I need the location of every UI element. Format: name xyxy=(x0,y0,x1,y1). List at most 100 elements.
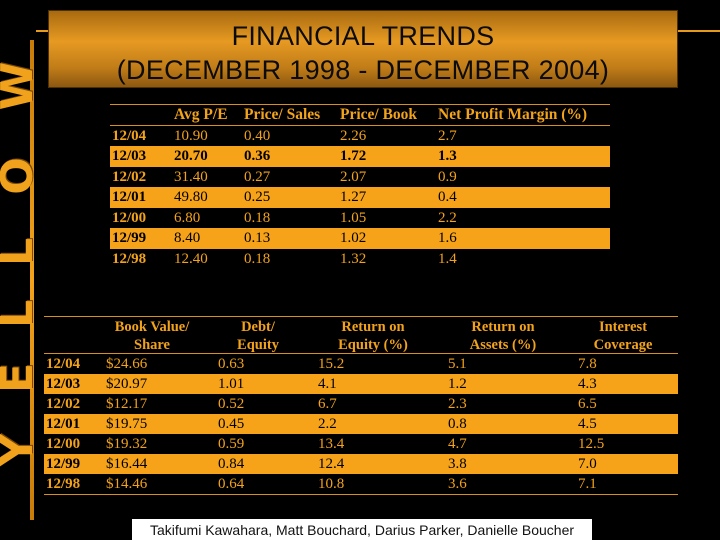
row-date-label: 12/00 xyxy=(112,209,147,226)
column-header: Coverage xyxy=(568,335,678,354)
table-row: 12/04 10.90 0.40 2.26 2.7 xyxy=(110,126,610,147)
table-cell: 0.52 xyxy=(218,396,245,412)
table-cell: 1.01 xyxy=(208,374,308,394)
table-cell: 1.02 xyxy=(338,228,436,249)
table-cell: 2.7 xyxy=(438,128,457,144)
row-date-label: 12/03 xyxy=(44,374,96,394)
table-cell: 2.3 xyxy=(448,396,467,412)
page-title: FINANCIAL TRENDS xyxy=(231,21,495,51)
table-cell: $20.97 xyxy=(96,374,208,394)
column-header: Assets (%) xyxy=(438,335,568,354)
row-date-label: 12/02 xyxy=(46,396,81,412)
title-banner: FINANCIAL TRENDS (DECEMBER 1998 - DECEMB… xyxy=(48,10,678,88)
table-cell: 2.2 xyxy=(438,209,457,226)
row-date-label: 12/99 xyxy=(44,454,96,474)
table-cell: 4.5 xyxy=(568,414,678,434)
column-header: Net Profit Margin (%) xyxy=(436,104,610,126)
column-header: Book Value/ xyxy=(114,319,190,335)
table-row: 12/98 $14.46 0.64 10.8 3.6 7.1 xyxy=(44,474,678,495)
column-header: Avg P/E xyxy=(172,104,242,126)
table-cell: 0.64 xyxy=(208,474,308,495)
table-row: 12/99 $16.44 0.84 12.4 3.8 7.0 xyxy=(44,454,678,474)
table-cell: $14.46 xyxy=(96,474,208,495)
brand-letter: E xyxy=(0,363,47,393)
table-cell: 12.4 xyxy=(308,454,438,474)
row-date-label: 12/98 xyxy=(44,474,96,495)
row-date-label: 12/03 xyxy=(110,146,172,167)
table-cell: 1.72 xyxy=(338,146,436,167)
table-row: 12/03 20.70 0.36 1.72 1.3 xyxy=(110,146,610,167)
column-header: Price/ Sales xyxy=(242,104,338,126)
table-cell: 4.1 xyxy=(308,374,438,394)
row-date-label: 12/00 xyxy=(46,436,81,452)
table-cell: 0.13 xyxy=(242,228,338,249)
brand-divider xyxy=(30,40,34,520)
table-cell: 1.27 xyxy=(338,187,436,208)
table-row: 12/02 31.40 0.27 2.07 0.9 xyxy=(110,167,610,188)
table-cell: 2.07 xyxy=(340,168,367,185)
column-header: Interest xyxy=(598,319,648,335)
row-date-label: 12/02 xyxy=(112,168,147,185)
row-date-label: 12/01 xyxy=(110,187,172,208)
column-header: Return on xyxy=(471,319,535,335)
table-cell: 0.27 xyxy=(244,168,271,185)
table-row: 12/98 12.40 0.18 1.32 1.4 xyxy=(110,249,610,270)
table-cell: $24.66 xyxy=(106,356,148,372)
table-cell: 0.9 xyxy=(438,168,457,185)
title-rule-right xyxy=(678,30,720,32)
table-cell: 15.2 xyxy=(318,356,345,372)
table-cell: 10.90 xyxy=(174,128,208,144)
column-header: Price/ Book xyxy=(338,104,436,126)
table-cell: 7.8 xyxy=(578,356,597,372)
table-cell: 12.5 xyxy=(578,436,605,452)
row-date-label: 12/04 xyxy=(46,356,81,372)
table-cell: $12.17 xyxy=(106,396,148,412)
table-cell: 0.36 xyxy=(242,146,338,167)
table-cell: 1.3 xyxy=(436,146,610,167)
table-row: 12/03 $20.97 1.01 4.1 1.2 4.3 xyxy=(44,374,678,394)
table-cell: 0.25 xyxy=(242,187,338,208)
table-cell: 1.32 xyxy=(340,250,367,267)
table-cell: 0.4 xyxy=(436,187,610,208)
column-header: Debt/ xyxy=(241,319,275,335)
table-cell: 2.2 xyxy=(308,414,438,434)
table-cell: 1.4 xyxy=(438,250,457,267)
table-cell: 13.4 xyxy=(318,436,345,452)
brand-letter: L xyxy=(0,299,47,329)
brand-letter: Y xyxy=(0,434,47,466)
table-row: 12/01 $19.75 0.45 2.2 0.8 4.5 xyxy=(44,414,678,434)
table-cell: 3.8 xyxy=(438,454,568,474)
brand-letter: L xyxy=(0,237,47,267)
column-header xyxy=(110,104,172,126)
table-cell: 10.8 xyxy=(308,474,438,495)
table-cell: 31.40 xyxy=(174,168,208,185)
title-rule-left xyxy=(36,30,48,32)
table-row: 12/00 6.80 0.18 1.05 2.2 xyxy=(110,208,610,229)
table-cell: 4.7 xyxy=(448,436,467,452)
row-date-label: 12/01 xyxy=(44,414,96,434)
column-header: Equity xyxy=(208,335,308,354)
brand-letter: O xyxy=(0,157,47,194)
table-cell: 0.40 xyxy=(244,128,271,144)
column-header xyxy=(44,317,96,336)
table-cell: 1.6 xyxy=(436,228,610,249)
brand-strip: Y E L L O W xyxy=(0,0,43,540)
table-cell: 0.18 xyxy=(244,250,271,267)
table-cell: 0.45 xyxy=(208,414,308,434)
table-cell: 0.8 xyxy=(438,414,568,434)
brand-letter: W xyxy=(0,62,47,111)
table-cell: 8.40 xyxy=(172,228,242,249)
valuation-table: Avg P/E Price/ Sales Price/ Book Net Pro… xyxy=(110,104,610,269)
table-header-row: Share Equity Equity (%) Assets (%) Cover… xyxy=(44,335,678,354)
table-cell: 6.7 xyxy=(318,396,337,412)
table-row: 12/00 $19.32 0.59 13.4 4.7 12.5 xyxy=(44,434,678,454)
returns-table: Book Value/ Debt/ Return on Return on In… xyxy=(44,316,678,495)
table-cell: 12.40 xyxy=(174,250,208,267)
table-row: 12/02 $12.17 0.52 6.7 2.3 6.5 xyxy=(44,394,678,414)
table-cell: 0.63 xyxy=(218,356,245,372)
table-cell: 49.80 xyxy=(172,187,242,208)
authors-footer: Takifumi Kawahara, Matt Bouchard, Darius… xyxy=(132,519,592,540)
table-cell: 3.6 xyxy=(438,474,568,495)
column-header: Return on xyxy=(341,319,405,335)
table-cell: 0.84 xyxy=(208,454,308,474)
